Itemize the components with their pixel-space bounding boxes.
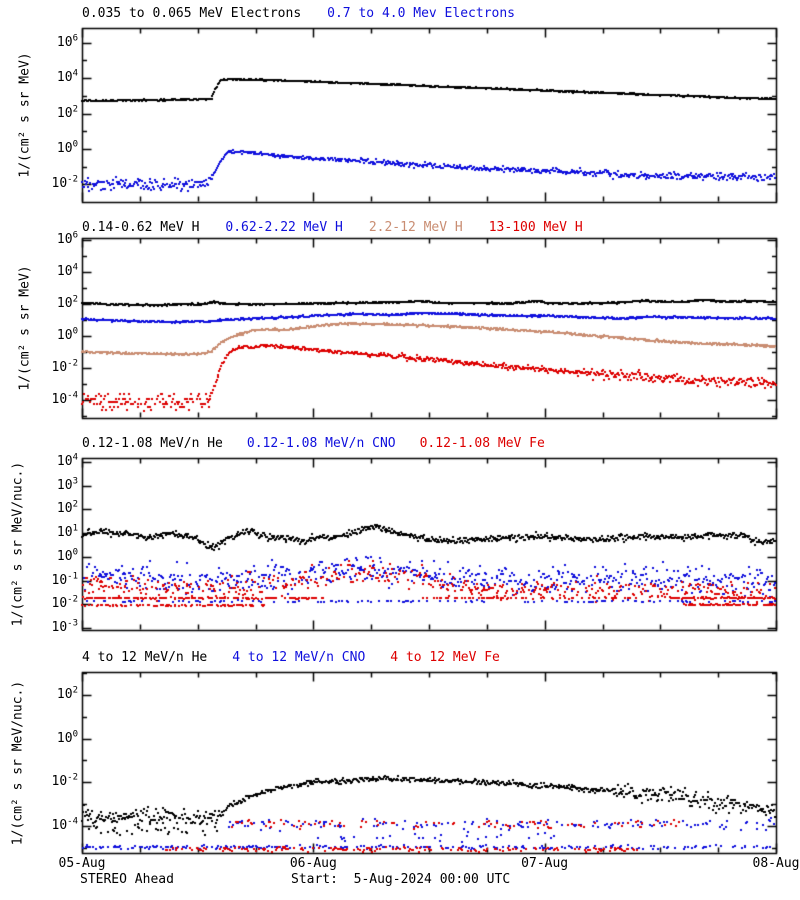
- y-tick-label: 102: [56, 685, 78, 703]
- y-tick-label: 100: [56, 327, 78, 344]
- y-tick-label: 104: [56, 452, 78, 469]
- y-tick-label: 10-2: [51, 772, 79, 790]
- panel-title-row: 0.12-1.08 MeV/n He 0.12-1.08 MeV/n CNO 0.1…: [82, 436, 545, 451]
- y-tick-label: 10-1: [51, 571, 79, 588]
- y-tick-label: 100: [56, 547, 78, 564]
- spacecraft-label: STEREO Ahead: [80, 872, 174, 887]
- y-tick-label: 103: [56, 476, 78, 493]
- y-tick-label: 104: [56, 68, 78, 86]
- series-label: 0.12-1.08 MeV/n He: [82, 436, 223, 451]
- y-tick-label: 102: [56, 104, 78, 121]
- y-tick-label: 102: [56, 295, 78, 312]
- series-label: 4 to 12 MeV/n He: [82, 650, 208, 665]
- series-label: 0.14-0.62 MeV H: [82, 220, 200, 235]
- x-tick-label: 05-Aug: [58, 856, 106, 871]
- series-label: 0.12-1.08 MeV/n CNO: [246, 436, 396, 451]
- panel-title-row: 0.035 to 0.065 MeV Electrons 0.7 to 4.0 M…: [82, 6, 515, 21]
- series-label: 4 to 12 MeV/n CNO: [232, 650, 366, 665]
- y-tick-label: 10-2: [51, 175, 79, 192]
- y-tick-label: 100: [56, 729, 78, 746]
- y-tick-label: 102: [56, 500, 78, 517]
- series-label: 0.12-1.08 MeV Fe: [419, 436, 545, 451]
- series-label: 2.2-12 MeV H: [368, 220, 463, 235]
- y-tick-label: 10-4: [51, 816, 79, 833]
- series-label: 0.035 to 0.065 MeV Electrons: [82, 6, 302, 21]
- panel-title-row: 0.14-0.62 MeV H 0.62-2.22 MeV H 2.2-12 MeV…: [82, 220, 583, 235]
- y-tick-label: 10-4: [51, 391, 79, 408]
- series-label: 13-100 MeV H: [488, 220, 583, 235]
- x-tick-label: 06-Aug: [289, 856, 337, 871]
- series-label: 4 to 12 MeV Fe: [390, 650, 500, 665]
- y-tick-label: 10-2: [51, 594, 79, 612]
- y-tick-label: 10-3: [51, 618, 79, 635]
- y-tick-label: 104: [56, 263, 78, 280]
- series-label: 0.62-2.22 MeV H: [225, 220, 343, 235]
- panel-title-row: 4 to 12 MeV/n He 4 to 12 MeV/n CNO 4 to 12…: [82, 650, 500, 665]
- y-tick-label: 100: [56, 139, 78, 157]
- start-time-label: Start: 5-Aug-2024 00:00 UTC: [291, 872, 511, 887]
- y-tick-label: 101: [56, 523, 78, 541]
- y-tick-label: 106: [56, 231, 78, 248]
- x-tick-label: 08-Aug: [752, 856, 800, 871]
- y-tick-label: 106: [56, 33, 78, 50]
- y-tick-label: 10-2: [51, 359, 79, 376]
- x-tick-label: 07-Aug: [521, 856, 569, 871]
- series-label: 0.7 to 4.0 Mev Electrons: [327, 6, 515, 21]
